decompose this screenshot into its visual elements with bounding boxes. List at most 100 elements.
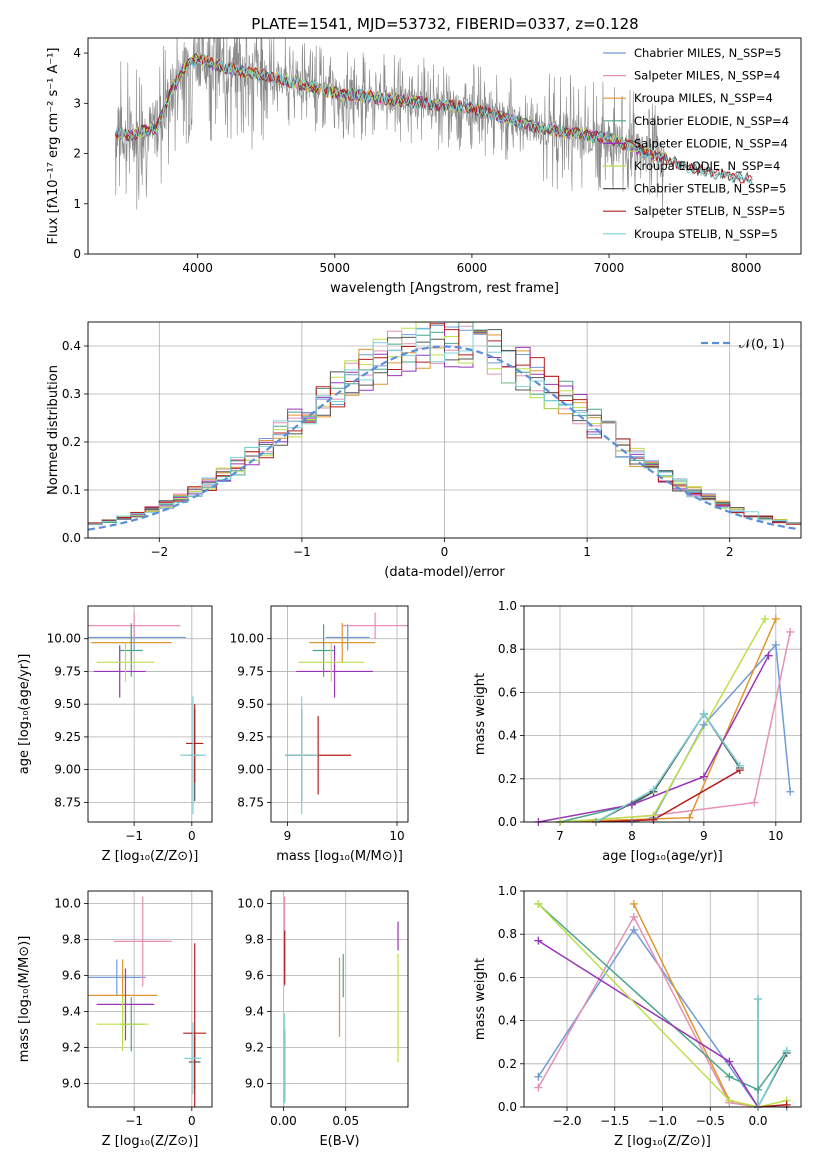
y-tick-label: 9.4 xyxy=(62,1005,81,1019)
x-tick-label: 1 xyxy=(583,545,591,559)
y-tick-label: 9.75 xyxy=(54,664,81,678)
x-tick-label: 10 xyxy=(389,829,404,843)
mass-vs-EBV-panel: 0.00 0.05 9.0 9.2 9.4 9.6 9.8 10.0 E(B-V) xyxy=(237,890,409,1149)
legend-label: Chabrier ELODIE, N_SSP=4 xyxy=(634,114,789,128)
x-tick-label: 4000 xyxy=(182,261,213,275)
y-tick-label: 9.00 xyxy=(54,763,81,777)
x-tick-label: −1 xyxy=(293,545,311,559)
y-axis-label: age [log₁₀(age/yr)] xyxy=(17,654,32,775)
legend-label: Salpeter STELIB, N_SSP=5 xyxy=(634,204,785,218)
x-tick-label: 7000 xyxy=(594,261,625,275)
y-tick-label: 1.0 xyxy=(498,884,517,898)
y-axis-label: Normed distribution xyxy=(46,365,61,495)
axes-frame xyxy=(87,321,802,539)
data-point-marker xyxy=(782,1046,791,1055)
y-tick-label: 10.00 xyxy=(47,632,81,646)
y-tick-label: 0.0 xyxy=(62,531,81,545)
y-tick-label: 0.0 xyxy=(498,815,517,829)
x-tick-label: −1 xyxy=(125,1114,143,1128)
data-point-marker xyxy=(754,995,763,1003)
x-axis-label: wavelength [Angstrom, rest frame] xyxy=(330,281,559,296)
gaussian-curve xyxy=(88,345,799,531)
x-axis-label: E(B-V) xyxy=(319,1134,359,1149)
x-tick-label: 0.0 xyxy=(748,1114,767,1128)
y-tick-label: 10.00 xyxy=(230,632,264,646)
data-point-marker xyxy=(771,640,780,649)
data-point-marker xyxy=(534,1083,543,1092)
y-tick-label: 0.8 xyxy=(498,927,517,941)
x-tick-label: −1.0 xyxy=(648,1114,677,1128)
y-tick-label: 9.75 xyxy=(237,664,264,678)
x-tick-label: 8 xyxy=(628,829,636,843)
data-point-marker xyxy=(699,772,708,781)
y-tick-label: 10.0 xyxy=(237,897,264,911)
x-axis-label: age [log₁₀(age/yr)] xyxy=(602,849,723,864)
axes-frame xyxy=(87,890,213,1108)
y-axis-label: mass weight xyxy=(473,958,488,1040)
y-tick-label: 9.25 xyxy=(54,730,81,744)
y-tick-label: 9.2 xyxy=(62,1041,81,1055)
mass-weight-line xyxy=(559,631,791,822)
axes-frame xyxy=(87,37,802,255)
data-point-marker xyxy=(725,1072,734,1081)
y-tick-label: 8.75 xyxy=(237,795,264,809)
y-tick-label: 0.0 xyxy=(498,1100,517,1114)
x-tick-label: 8000 xyxy=(731,261,762,275)
y-tick-label: 4 xyxy=(73,46,81,60)
mass-weight-line xyxy=(537,903,787,1107)
x-tick-label: 0.00 xyxy=(270,1114,297,1128)
mass-vs-Z-panel: −1 0 9.0 9.2 9.4 9.6 9.8 10.0 Z [log₁₀(Z/Z⊙)] mas… xyxy=(17,890,213,1149)
y-tick-label: 0.1 xyxy=(62,483,81,497)
axes-frame xyxy=(523,605,802,823)
x-tick-label: 9 xyxy=(700,829,708,843)
y-tick-label: 3 xyxy=(73,96,81,110)
legend-label: Chabrier STELIB, N_SSP=5 xyxy=(634,182,786,196)
spectrum-panel: 4000 5000 6000 7000 8000 0 1 2 3 4 wavelength [Ang… xyxy=(46,37,802,296)
axes-frame xyxy=(270,605,409,823)
mass-weight-line xyxy=(757,999,788,1107)
data-point-marker xyxy=(629,912,638,921)
mass-weight-line xyxy=(537,940,759,1107)
legend-label: Kroupa MILES, N_SSP=4 xyxy=(634,91,773,105)
data-point-marker xyxy=(735,761,744,770)
y-axis-label: mass [log₁₀(M/M⊙)] xyxy=(17,936,32,1063)
data-point-marker xyxy=(685,813,694,822)
y-tick-label: 9.6 xyxy=(245,969,264,983)
y-tick-label: 0.8 xyxy=(498,642,517,656)
y-tick-label: 10.0 xyxy=(54,897,81,911)
data-point-marker xyxy=(629,925,638,934)
axes-frame xyxy=(523,890,802,1108)
massweight-vs-age-panel: 7 8 9 10 0.0 0.2 0.4 0.6 0.8 1.0 age [log₁₀(age/yr… xyxy=(473,599,802,864)
x-tick-label: 6000 xyxy=(457,261,488,275)
y-tick-label: 0.2 xyxy=(498,1057,517,1071)
y-tick-label: 1 xyxy=(73,197,81,211)
x-tick-label: 0 xyxy=(188,829,196,843)
histogram-step xyxy=(88,329,801,525)
plot-area xyxy=(88,322,801,531)
data-point-marker xyxy=(725,1057,734,1066)
data-point-marker xyxy=(786,627,795,636)
y-tick-label: 0.2 xyxy=(62,435,81,449)
y-axis-label: mass weight xyxy=(473,673,488,755)
y-tick-label: 9.2 xyxy=(245,1041,264,1055)
massweight-vs-Z-panel: −2.0 −1.5 −1.0 −0.5 0.0 0.0 0.2 0.4 0.6 0.8 1.0 Z [… xyxy=(473,884,802,1149)
x-tick-label: 0 xyxy=(441,545,449,559)
x-tick-label: 9 xyxy=(284,829,292,843)
y-tick-label: 0.4 xyxy=(498,1014,517,1028)
y-tick-label: 0.6 xyxy=(498,685,517,699)
figure-title: PLATE=1541, MJD=53732, FIBERID=0337, z=0… xyxy=(251,15,638,33)
plot-area xyxy=(88,896,207,1107)
legend-label: Kroupa STELIB, N_SSP=5 xyxy=(634,227,778,241)
observed-spectrum xyxy=(115,38,747,218)
axes-frame xyxy=(87,605,213,823)
y-tick-label: 9.00 xyxy=(237,763,264,777)
data-point-marker xyxy=(750,798,759,807)
histogram-step xyxy=(88,328,801,525)
y-tick-label: 0.2 xyxy=(498,772,517,786)
mass-weight-line xyxy=(538,655,770,822)
y-tick-label: 0.4 xyxy=(62,339,81,353)
y-tick-label: 2 xyxy=(73,147,81,161)
data-point-marker xyxy=(699,710,708,718)
x-tick-label: 2 xyxy=(726,545,734,559)
model-fit-line xyxy=(114,56,753,187)
